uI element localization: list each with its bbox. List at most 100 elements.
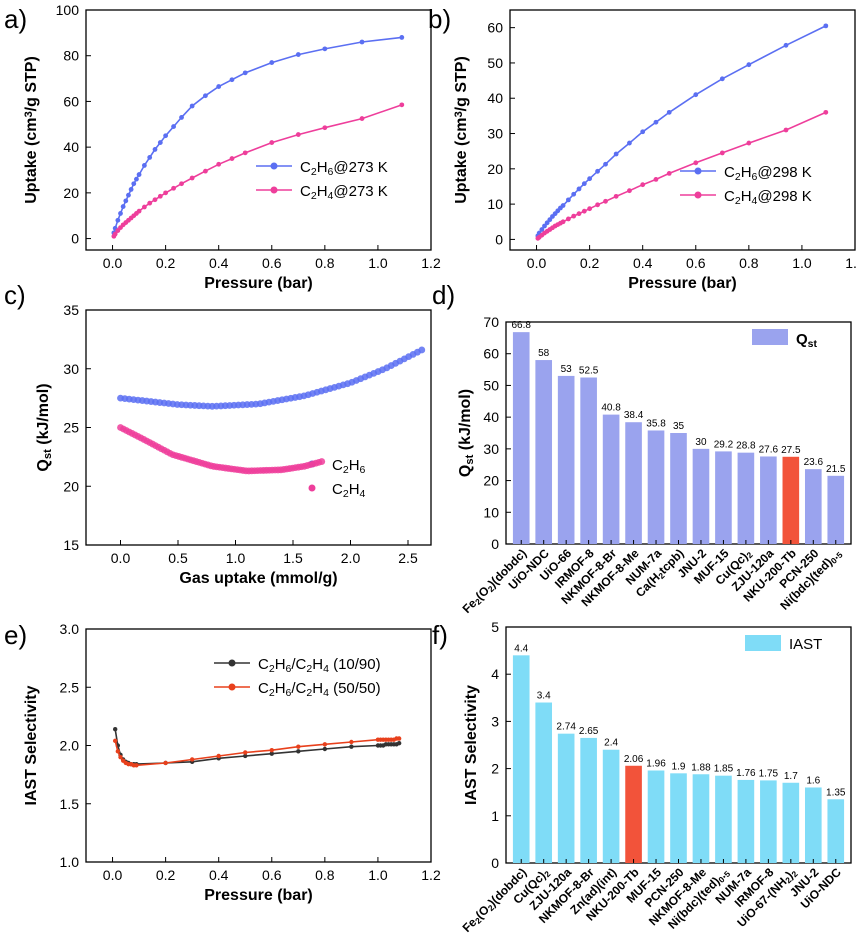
panel-d-value-label: 58: [538, 348, 550, 359]
panel-b-data-point: [560, 219, 566, 225]
panel-b-data-point: [542, 223, 547, 229]
panel-b-data-point: [595, 168, 600, 174]
panel-b-data-point: [581, 181, 587, 187]
panel-c-x-axis-label: Gas uptake (mmol/g): [179, 570, 337, 587]
panel-f-bar: [602, 749, 620, 863]
panel-f-value-label: 1.9: [672, 761, 686, 772]
panel-d-value-label: 40.8: [601, 403, 621, 414]
panel-b-data-point: [719, 76, 725, 82]
panel-e-x-tick-label: 0.0: [103, 867, 123, 883]
panel-c-legend-label-1: C2H6: [332, 457, 366, 476]
panel-f-bar: [512, 655, 530, 863]
panel-d-value-label: 35.8: [646, 418, 666, 429]
panel-e-y-axis-label: IAST Selectivity: [23, 685, 40, 805]
panel-b-x-tick-label: 0.0: [527, 255, 547, 271]
panel-c-y-axis-label: Qst (kJ/mol): [35, 383, 54, 471]
panel-a-y-tick-label: 20: [63, 185, 79, 201]
panel-a-y-tick-label: 60: [63, 93, 79, 109]
panel-f-value-label: 4.4: [514, 643, 528, 654]
panel-c-x-tick-label: 1.0: [226, 550, 246, 566]
panel-f-value-label: 3.4: [537, 691, 551, 702]
panel-e-legend-marker: [228, 683, 236, 691]
panel-d-bar: [804, 469, 822, 544]
panel-b-data-point: [653, 177, 659, 182]
panel-a-data-point: [147, 155, 153, 160]
panel-f-bar: [557, 733, 575, 863]
panel-e-data-point: [269, 751, 274, 756]
panel-d-bar: [535, 360, 553, 544]
panel-a-data-point: [171, 124, 176, 129]
panel-a-data-point: [322, 125, 328, 131]
panel-a-data-point: [269, 140, 275, 145]
panel-d-bar: [827, 475, 845, 544]
panel-f-legend-label: IAST: [789, 636, 822, 653]
panel-b-data-point: [571, 213, 577, 219]
panel-f-bar: [760, 780, 777, 863]
panel-a-data-point: [128, 187, 134, 192]
panel-c-x-tick-label: 0.0: [111, 550, 131, 566]
panel-d-y-tick-label: 70: [483, 314, 499, 330]
panel-d-value-label: 35: [673, 421, 685, 432]
panel-a-data-point: [118, 211, 123, 216]
panel-a-y-tick-label: 40: [63, 139, 79, 155]
panel-e-x-tick-label: 0.6: [262, 867, 282, 883]
panel-a-plot-frame: [85, 9, 432, 251]
panel-a-data-point: [163, 190, 169, 196]
panel-e-data-point: [322, 742, 328, 747]
panel-f-bar: [625, 765, 642, 863]
panel-c-y-tick-label: 20: [63, 478, 79, 494]
panel-d-value-label: 66.8: [511, 320, 531, 331]
panel-c-y-tick-label: 35: [63, 302, 79, 318]
panel-e-chart: 0.0 0.2 0.4 0.6 0.8 1.0 1.2 1.0 1.5 2.0 2.5 3.0 C2H6…: [4, 620, 441, 904]
panel-b-data-point: [544, 220, 550, 226]
panel-b-x-tick-label: 0.2: [580, 255, 600, 271]
panel-b-data-point: [783, 42, 789, 48]
panel-d-value-label: 27.5: [781, 445, 801, 456]
panel-a-panel-label: a): [4, 4, 27, 34]
panel-a-x-tick-label: 0.6: [262, 255, 282, 271]
panel-c-legend-marker: [308, 484, 316, 492]
panel-a-data-point: [216, 84, 222, 89]
panel-c-data-point: [418, 346, 426, 354]
panel-d-value-label: 38.4: [624, 410, 644, 421]
panel-b-data-point: [627, 140, 632, 146]
panel-a-legend-label-2: C2H4@273 K: [300, 183, 388, 202]
panel-a-y-tick-label: 80: [63, 48, 79, 64]
panel-e-x-tick-label: 0.4: [209, 867, 229, 883]
panel-f-y-tick-label: 2: [491, 761, 499, 777]
panel-d-panel-label: d): [432, 280, 455, 310]
panel-c-y-tick-label: 30: [63, 361, 79, 377]
panel-f-value-label: 1.96: [646, 758, 666, 769]
panel-f-value-label: 2.4: [604, 738, 618, 749]
panel-c-x-tick-label: 0.5: [168, 550, 188, 566]
panel-e-data-point: [189, 757, 195, 762]
panel-b-data-point: [603, 161, 608, 167]
panel-d-value-label: 53: [561, 364, 573, 375]
panel-d-bar: [512, 332, 530, 544]
panel-a-data-point: [242, 70, 248, 76]
panel-a-x-tick-label: 1.0: [368, 255, 388, 271]
panel-b-data-point: [746, 62, 752, 68]
panel-b-x-tick-label: 1.0: [792, 255, 812, 271]
panel-b-legend-label-1: C2H6@298 K: [724, 164, 812, 183]
panel-d-y-tick-label: 20: [483, 473, 499, 489]
panel-b-y-tick-label: 30: [487, 126, 503, 142]
panel-a-data-point: [126, 192, 131, 198]
panel-f-value-label: 1.88: [691, 762, 711, 773]
panel-c-panel-label: c): [4, 280, 26, 310]
panel-f-y-axis-label: IAST Selectivity: [463, 685, 480, 805]
panel-b-data-point: [693, 92, 699, 98]
panel-b-data-point: [581, 208, 587, 214]
panel-f-y-tick-label: 1: [491, 808, 499, 824]
panel-a-data-point: [203, 168, 208, 174]
panel-e-legend-marker: [228, 659, 236, 667]
panel-a-data-point: [269, 60, 275, 65]
panel-b-chart: 0.0 0.2 0.4 0.6 0.8 1.0 1.2 0 10 20 30 40 50 60 C2H6@2…: [428, 4, 857, 292]
panel-d-bar: [580, 377, 597, 544]
panel-a-data-point: [134, 176, 139, 182]
panel-b-panel-label: b): [428, 4, 451, 34]
panel-d-bar: [647, 430, 665, 544]
panel-e-data-point: [349, 744, 354, 749]
panel-a-x-tick-label: 0.8: [315, 255, 335, 271]
